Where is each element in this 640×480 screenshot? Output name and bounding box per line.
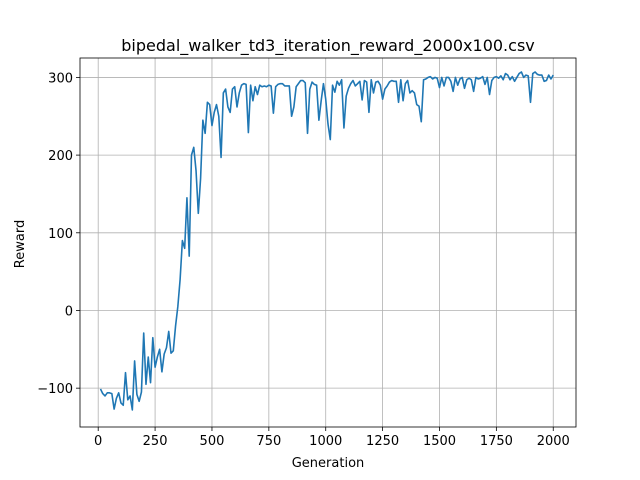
y-tick-label: 200 [48, 149, 73, 164]
x-tick-label: 250 [143, 434, 168, 449]
y-axis-ticks: −100 0 100 200 300 [37, 71, 80, 397]
axes-frame [79, 57, 577, 428]
y-tick-label: −100 [37, 382, 73, 397]
x-tick-label: 1000 [309, 434, 342, 449]
y-tick-label: 0 [65, 304, 73, 319]
y-axis-label: Reward [13, 220, 28, 268]
x-axis-ticks: 0 250 500 750 1000 1250 1500 1750 2000 [94, 427, 570, 449]
y-tick-label: 100 [48, 227, 73, 242]
reward-series-line [99, 71, 554, 411]
x-tick-label: 1250 [366, 434, 399, 449]
x-tick-label: 750 [256, 434, 281, 449]
x-tick-label: 1500 [423, 434, 456, 449]
y-tick-label: 300 [48, 71, 73, 86]
x-axis-label: Generation [292, 456, 365, 471]
x-tick-label: 1750 [480, 434, 513, 449]
x-tick-label: 0 [94, 434, 102, 449]
x-tick-label: 500 [200, 434, 225, 449]
chart-title: bipedal_walker_td3_iteration_reward_2000… [121, 36, 535, 56]
x-tick-label: 2000 [537, 434, 570, 449]
